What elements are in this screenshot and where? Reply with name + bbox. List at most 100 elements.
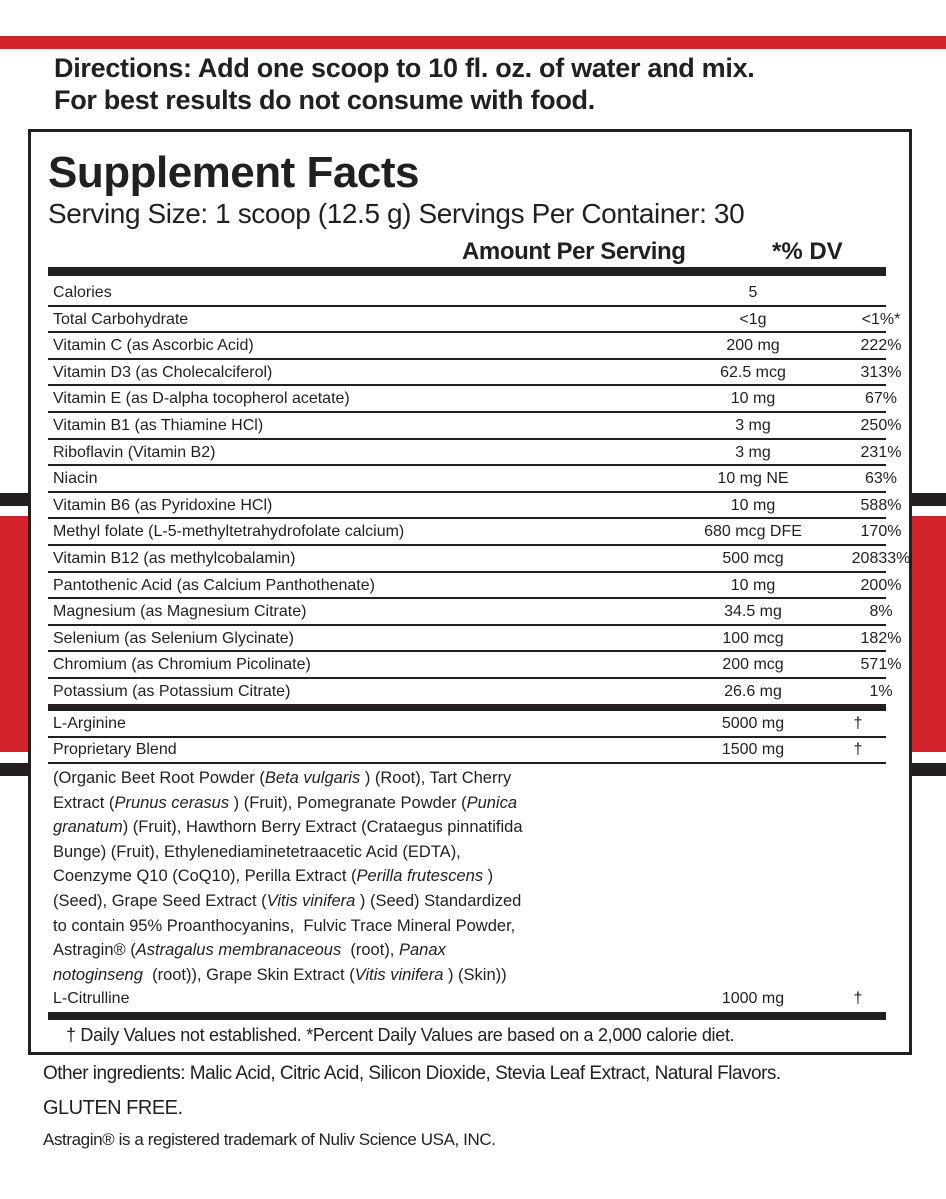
gluten-free: GLUTEN FREE. [43, 1097, 183, 1119]
nutrient-dv: 63% [864, 470, 898, 488]
nutrient-name: Total Carbohydrate [53, 310, 189, 328]
blend-text: ) [483, 867, 494, 886]
blend-text: ) (Fruit), Pomegranate Powder ( [229, 793, 467, 812]
nutrient-amount: 62.5 mcg [720, 363, 786, 381]
blend-line: to contain 95% Proanthocyanins, Fulvic T… [53, 914, 523, 939]
table-row: Total Carbohydrate <1g <1%* [48, 307, 900, 334]
directions: Directions: Add one scoop to 10 fl. oz. … [54, 52, 755, 116]
nutrient-name: Calories [53, 284, 112, 301]
serving-info: Serving Size: 1 scoop (12.5 g) Servings … [48, 198, 745, 229]
right-red-stripe [912, 516, 946, 752]
dv-header: *% DV [772, 238, 843, 265]
directions-line: Directions: Add one scoop to 10 fl. oz. … [54, 53, 755, 83]
blend-line: Bunge) (Fruit), Ethylenediaminetetraacet… [53, 840, 523, 865]
botanical-name: Beta vulgaris [264, 769, 361, 787]
nutrient-name: Vitamin B6 (as Pyridoxine HCl) [53, 496, 273, 514]
nutrient-name: Niacin [53, 470, 98, 488]
botanical-name: Panax [398, 941, 446, 960]
nutrient-amount: 34.5 mg [724, 603, 782, 621]
thick-divider [48, 704, 886, 711]
nutrient-name: Pantothenic Acid (as Calcium Panthothena… [53, 576, 375, 594]
table-row: Niacin 10 mg NE 63% [48, 466, 897, 493]
panel-title: Supplement Facts [48, 148, 419, 197]
nutrient-name: Chromium (as Chromium Picolinate) [53, 656, 311, 674]
nutrient-amount: 5 [748, 284, 758, 301]
nutrient-name: Vitamin D3 (as Cholecalciferol) [53, 363, 273, 381]
table-row: Pantothenic Acid (as Calcium Panthothena… [48, 573, 901, 600]
nutrient-name: Methyl folate (L-5-methyltetrahydrofolat… [53, 523, 405, 541]
botanical-name: Punica [466, 793, 518, 812]
botanical-name: Prunus cerasus [114, 793, 230, 812]
nutrient-name: L-Arginine [53, 715, 126, 732]
nutrient-dv: † [853, 715, 863, 732]
blend-text: ) (Fruit), Hawthorn Berry Extract (Crata… [122, 818, 523, 837]
table-row: Calories 5 [48, 280, 886, 307]
nutrient-amount: 3 mg [735, 443, 771, 461]
blend-text: Bunge) (Fruit), Ethylenediaminetetraacet… [53, 842, 461, 861]
nutrient-dv: 1% [869, 683, 893, 700]
nutrient-name: Riboflavin (Vitamin B2) [53, 443, 216, 461]
table-row: Vitamin B6 (as Pyridoxine HCl) 10 mg 588% [48, 493, 901, 520]
nutrient-amount: 3 mg [735, 417, 771, 434]
blend-line: granatum) (Fruit), Hawthorn Berry Extrac… [53, 815, 523, 840]
directions-line: For best results do not consume with foo… [54, 85, 595, 115]
table-row: Vitamin B12 (as methylcobalamin) 500 mcg 2… [48, 546, 910, 573]
top-red-stripe [0, 36, 946, 49]
blend-text: (root)), Grape Skin Extract ( [142, 965, 355, 984]
nutrient-dv: 170% [860, 523, 902, 541]
nutrient-amount: 1000 mg [721, 990, 785, 1007]
nutrient-amount: 1500 mg [721, 741, 785, 759]
table-row: Vitamin B1 (as Thiamine HCl) 3 mg 250% [48, 413, 901, 440]
nutrient-dv: 182% [860, 629, 902, 647]
botanical-name: granatum [53, 818, 123, 837]
blend-text: Extract ( [53, 793, 115, 812]
botanical-name: notoginseng [53, 965, 143, 984]
nutrient-dv: 20833% [851, 550, 911, 567]
table-row: Selenium (as Selenium Glycinate) 100 mcg 1… [48, 626, 901, 653]
nutrient-dv: 8% [869, 603, 893, 621]
nutrient-amount: 10 mg NE [717, 470, 789, 488]
nutrient-dv: † [853, 741, 863, 759]
trademark-notice: Astragin® is a registered trademark of N… [43, 1130, 496, 1149]
right-black-stripe [912, 763, 946, 776]
nutrient-dv: <1%* [861, 310, 901, 328]
table-row: Potassium (as Potassium Citrate) 26.6 mg 1… [48, 679, 893, 706]
blend-text: Astragin® ( [53, 941, 136, 960]
nutrient-name: Magnesium (as Magnesium Citrate) [53, 603, 307, 621]
nutrient-amount: 100 mcg [722, 629, 784, 647]
blend-line: notoginseng (root)), Grape Skin Extract … [53, 963, 523, 988]
table-row: Chromium (as Chromium Picolinate) 200 mcg… [48, 652, 901, 679]
blend-line: (Organic Beet Root Powder (Beta vulgaris… [53, 766, 523, 791]
nutrient-amount: 10 mg [730, 496, 776, 514]
nutrient-amount: 200 mg [726, 337, 780, 355]
left-black-stripe [0, 493, 28, 506]
blend-text: (root), [341, 941, 399, 960]
blend-line: (Seed), Grape Seed Extract (Vitis vinife… [53, 889, 523, 914]
nutrient-name: Potassium (as Potassium Citrate) [53, 683, 291, 700]
left-red-stripe [0, 516, 28, 752]
table-row: Methyl folate (L-5-methyltetrahydrofolat… [48, 519, 901, 546]
thick-divider [48, 1012, 886, 1020]
nutrient-amount: 26.6 mg [724, 683, 782, 700]
blend-line: Astragin® (Astragalus membranaceous (roo… [53, 938, 523, 963]
other-ingredients: Other ingredients: Malic Acid, Citric Ac… [43, 1063, 781, 1084]
nutrient-dv: 67% [864, 390, 898, 408]
blend-text: ) (Skin)) [443, 965, 507, 984]
table-row: Vitamin E (as D-alpha tocopherol acetate… [48, 386, 897, 413]
nutrient-dv: 571% [860, 656, 902, 674]
nutrient-amount: 5000 mg [721, 715, 785, 732]
blend-text: to contain 95% Proanthocyanins, Fulvic T… [53, 916, 516, 935]
table-row: L-Citrulline 1000 mg † [48, 986, 886, 1013]
nutrient-amount: 500 mcg [722, 550, 784, 567]
footnote: † Daily Values not established. *Percent… [66, 1025, 735, 1045]
thick-divider [48, 267, 886, 276]
nutrient-name: Proprietary Blend [53, 741, 177, 759]
nutrient-amount: 10 mg [730, 576, 776, 594]
nutrient-name: Vitamin C (as Ascorbic Acid) [53, 337, 254, 355]
blend-text: Coenzyme Q10 (CoQ10), Perilla Extract ( [53, 867, 357, 886]
nutrient-dv: 313% [860, 363, 902, 381]
right-black-stripe [912, 493, 946, 506]
botanical-name: Perilla frutescens [356, 867, 484, 886]
botanical-name: Vitis vinifera [354, 965, 444, 984]
blend-line: Coenzyme Q10 (CoQ10), Perilla Extract (P… [53, 864, 523, 889]
